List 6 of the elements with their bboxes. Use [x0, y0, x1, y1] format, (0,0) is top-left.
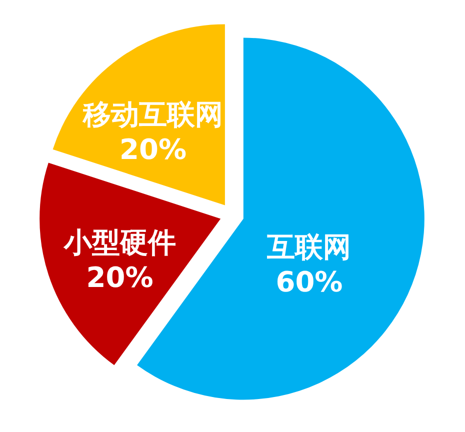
slice-label: 小型硬件 [62, 226, 176, 259]
data-label: 60% [276, 265, 343, 298]
slice-label: 互联网 [266, 230, 352, 264]
data-label: 20% [86, 260, 154, 294]
slice-label: 移动互联网 [82, 98, 224, 132]
data-label: 20% [120, 133, 187, 166]
